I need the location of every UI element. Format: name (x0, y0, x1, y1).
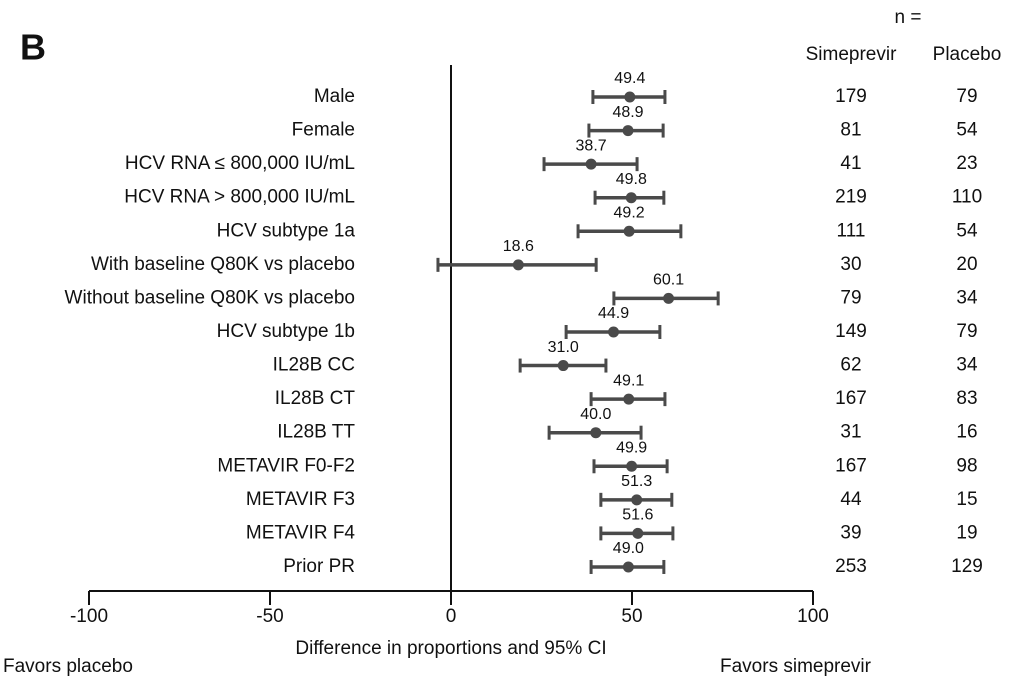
value-label: 60.1 (653, 272, 684, 289)
row-label: Without baseline Q80K vs placebo (65, 287, 355, 308)
n-simeprevir: 149 (835, 321, 867, 342)
right-note: Favors simeprevir (720, 656, 872, 677)
n-simeprevir: 44 (840, 489, 862, 510)
point (663, 292, 675, 304)
x-tick-label: 50 (621, 606, 642, 627)
n-placebo: 15 (956, 489, 977, 510)
n-placebo: 23 (956, 153, 977, 174)
value-label: 51.3 (621, 473, 652, 490)
n-placebo: 34 (956, 355, 978, 376)
n-simeprevir: 62 (840, 355, 861, 376)
n-simeprevir: 81 (840, 120, 861, 141)
n-placebo: 20 (956, 254, 977, 275)
n-placebo: 54 (956, 220, 978, 241)
column-header: Placebo (933, 44, 1002, 65)
n-placebo: 16 (956, 422, 977, 443)
row-label: Female (292, 120, 355, 141)
point (624, 91, 636, 103)
value-label: 44.9 (598, 305, 629, 322)
n-simeprevir: 219 (835, 187, 867, 208)
row-label: HCV RNA ≤ 800,000 IU/mL (125, 153, 355, 174)
value-label: 49.0 (613, 540, 644, 557)
row-label: METAVIR F3 (246, 489, 355, 510)
value-label: 40.0 (580, 406, 611, 423)
x-axis-label: Difference in proportions and 95% CI (295, 638, 606, 659)
value-label: 48.9 (612, 104, 643, 121)
n-placebo: 34 (956, 287, 978, 308)
column-header: Simeprevir (806, 44, 897, 65)
point (622, 561, 634, 573)
x-tick-label: 100 (797, 606, 829, 627)
value-label: 49.2 (614, 204, 645, 221)
point (625, 192, 637, 204)
point (585, 158, 597, 170)
row-label: HCV subtype 1a (217, 220, 356, 241)
left-note: Favors placebo (3, 656, 133, 677)
n-simeprevir: 39 (840, 522, 861, 543)
point (512, 259, 524, 271)
point (626, 460, 638, 472)
point (631, 494, 643, 506)
x-tick-label: -50 (256, 606, 283, 627)
row-label: METAVIR F4 (246, 522, 356, 543)
value-label: 49.1 (613, 372, 644, 389)
point (557, 360, 569, 372)
n-simeprevir: 167 (835, 388, 867, 409)
n-header: n = (895, 7, 922, 28)
point (632, 527, 644, 539)
point (622, 125, 634, 137)
n-placebo: 79 (956, 86, 977, 107)
point (608, 326, 620, 338)
n-simeprevir: 111 (837, 220, 866, 241)
point (623, 393, 635, 405)
n-simeprevir: 179 (835, 86, 867, 107)
n-placebo: 110 (952, 187, 982, 208)
x-tick-label: -100 (70, 606, 108, 627)
n-simeprevir: 30 (840, 254, 861, 275)
value-label: 49.8 (616, 171, 647, 188)
row-label: IL28B CC (273, 355, 355, 376)
n-simeprevir: 79 (840, 287, 861, 308)
n-placebo: 54 (956, 120, 978, 141)
value-label: 18.6 (503, 238, 534, 255)
n-placebo: 98 (956, 455, 977, 476)
row-label: IL28B CT (275, 388, 356, 409)
value-label: 49.9 (616, 439, 647, 456)
row-label: Prior PR (283, 556, 355, 577)
n-simeprevir: 31 (840, 422, 861, 443)
row-label: METAVIR F0-F2 (217, 455, 355, 476)
x-tick-label: 0 (446, 606, 457, 627)
row-label: HCV RNA > 800,000 IU/mL (124, 187, 355, 208)
n-placebo: 83 (956, 388, 977, 409)
value-label: 31.0 (548, 339, 579, 356)
value-label: 51.6 (622, 507, 653, 524)
n-simeprevir: 253 (835, 556, 867, 577)
n-placebo: 129 (951, 556, 983, 577)
n-simeprevir: 167 (835, 455, 867, 476)
row-label: Male (314, 86, 355, 107)
panel-label: B (20, 27, 46, 68)
row-label: IL28B TT (277, 422, 355, 443)
point (623, 225, 635, 237)
row-label: With baseline Q80K vs placebo (91, 254, 355, 275)
point (590, 427, 602, 439)
value-label: 38.7 (576, 137, 607, 154)
value-label: 49.4 (614, 70, 645, 87)
n-placebo: 79 (956, 321, 977, 342)
n-simeprevir: 41 (840, 153, 861, 174)
n-placebo: 19 (956, 522, 977, 543)
row-label: HCV subtype 1b (217, 321, 355, 342)
